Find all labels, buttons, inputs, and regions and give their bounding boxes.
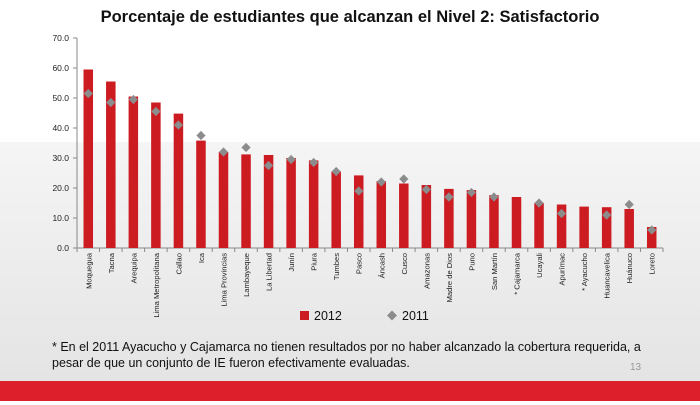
- y-tick-label: 20.0: [52, 183, 69, 193]
- bar-2012: [308, 160, 319, 248]
- x-tick-label: Amazonas: [422, 253, 431, 289]
- marker-2011: [354, 186, 364, 196]
- marker-2011: [286, 154, 296, 165]
- y-tick-label: 0.0: [57, 243, 69, 253]
- legend-label-2011: 2011: [402, 309, 429, 323]
- x-tick-label: Lima Provincias: [220, 253, 229, 307]
- bar-2012: [128, 96, 139, 248]
- bar-2012: [444, 188, 454, 248]
- x-tick-label: La Libertad: [265, 253, 274, 291]
- bar-2012: [556, 204, 567, 248]
- bar-2012: [534, 203, 544, 248]
- bar-2012: [331, 171, 341, 248]
- marker-2011: [444, 192, 454, 202]
- bar-2012: [263, 155, 274, 248]
- y-tick-label: 60.0: [52, 63, 69, 73]
- y-tick-label: 40.0: [52, 123, 69, 133]
- x-tick-label: * Cajamarca: [513, 252, 522, 295]
- y-tick-label: 70.0: [52, 33, 69, 43]
- marker-2011: [151, 106, 161, 117]
- x-tick-label: * Ayacucho: [580, 253, 589, 291]
- x-tick-label: Huánuco: [625, 253, 634, 283]
- y-tick-label: 10.0: [52, 213, 69, 223]
- bar-2012: [646, 227, 657, 248]
- marker-2011: [83, 88, 93, 99]
- x-tick-label: Cusco: [400, 253, 409, 275]
- marker-2011: [376, 177, 386, 187]
- footnote: * En el 2011 Ayacucho y Cajamarca no tie…: [52, 340, 641, 370]
- bar-2012: [489, 195, 499, 248]
- marker-2011: [173, 120, 184, 130]
- x-tick-label: Pasco: [355, 253, 364, 274]
- x-tick-label: Ica: [197, 252, 206, 263]
- x-tick-label: Puno: [467, 253, 476, 271]
- marker-2011: [399, 174, 409, 184]
- bar-2012: [579, 206, 589, 248]
- background-band: [0, 142, 700, 382]
- marker-2011: [624, 199, 634, 210]
- bar-2012: [601, 207, 612, 248]
- legend-label-2012: 2012: [314, 309, 342, 323]
- x-tick-label: Áncash: [377, 253, 386, 278]
- y-tick-label: 50.0: [52, 93, 69, 103]
- x-tick-label: Huancavelica: [603, 252, 612, 298]
- marker-2011: [106, 97, 116, 108]
- x-tick-label: San Martín: [490, 253, 499, 290]
- marker-2011: [218, 147, 229, 157]
- marker-2011: [466, 187, 477, 198]
- x-tick-label: Lambayeque: [242, 253, 251, 297]
- marker-2011: [647, 225, 657, 235]
- marker-2011: [489, 192, 499, 202]
- page-number: 13: [630, 362, 642, 373]
- marker-2011: [263, 160, 274, 171]
- marker-2011: [309, 157, 319, 168]
- y-tick-label: 30.0: [52, 153, 69, 163]
- x-tick-label: Tacna: [107, 252, 116, 273]
- legend-swatch-2011: [387, 310, 397, 321]
- bar-2012: [83, 69, 94, 248]
- marker-2011: [241, 142, 251, 153]
- marker-2011: [602, 210, 612, 220]
- bar-2012: [173, 113, 184, 248]
- bar-2012: [241, 154, 251, 248]
- bar-2012: [196, 140, 206, 248]
- x-tick-label: Apurímac: [558, 253, 567, 286]
- marker-2011: [128, 94, 138, 105]
- x-tick-label: Arequipa: [129, 252, 138, 283]
- marker-2011: [421, 184, 431, 195]
- bar-2012: [399, 183, 409, 248]
- x-tick-label: Loreto: [648, 253, 657, 275]
- x-tick-label: Junín: [287, 253, 296, 272]
- bar-2012: [218, 152, 229, 248]
- bar-2012: [624, 209, 634, 248]
- x-tick-label: Moquegua: [84, 252, 93, 289]
- bar-2012: [106, 81, 116, 248]
- marker-2011: [331, 166, 341, 177]
- bottom-accent-bar: [0, 381, 700, 401]
- bar-2012: [466, 190, 477, 248]
- x-tick-label: Piura: [310, 252, 319, 271]
- x-tick-label: Lima Metropolitana: [152, 252, 161, 317]
- marker-2011: [196, 130, 206, 141]
- x-tick-label: Tumbes: [332, 253, 341, 280]
- x-tick-label: Callao: [174, 253, 183, 275]
- chart-title: Porcentaje de estudiantes que alcanzan e…: [100, 8, 600, 26]
- bar-2012: [511, 197, 522, 248]
- bar-2012: [376, 181, 387, 248]
- bar-2012: [151, 102, 161, 248]
- marker-2011: [556, 208, 567, 219]
- legend-swatch-2012: [300, 311, 309, 320]
- x-tick-label: Ucayali: [535, 253, 544, 278]
- bar-chart: 0.0 10.0 20.0 30.0 40.0 50.0 60.0 70.0 Moquegua T…: [52, 33, 664, 323]
- bar-2012: [421, 185, 432, 248]
- x-tick-label: Madre de Dios: [445, 253, 454, 303]
- marker-2011: [534, 198, 544, 208]
- bar-2012: [353, 175, 364, 248]
- bar-2012: [286, 158, 296, 248]
